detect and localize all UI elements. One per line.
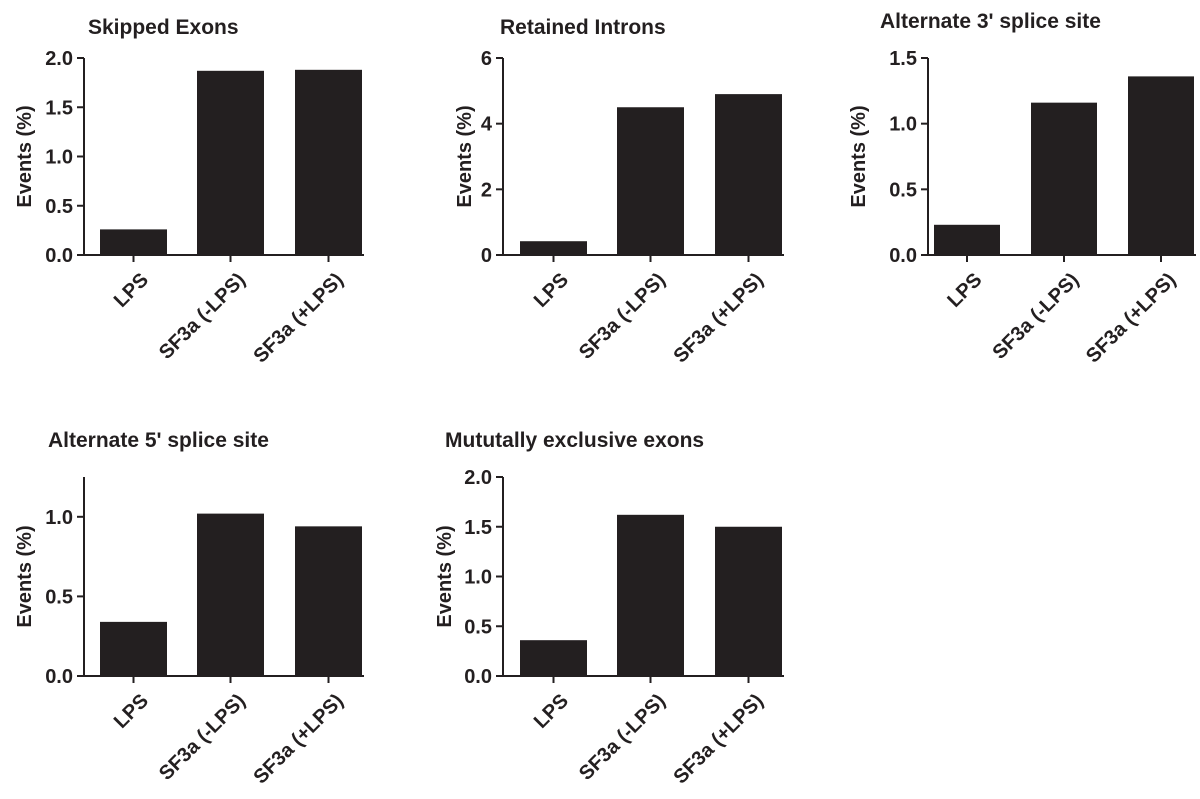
y-tick-label: 0.5 — [889, 179, 917, 201]
bar-3 — [715, 94, 782, 255]
y-tick-label: 1.5 — [464, 517, 492, 539]
bar-2 — [197, 70, 264, 256]
bar-1 — [100, 621, 167, 676]
bar-2 — [1031, 102, 1097, 255]
x-tick-label: LPS — [110, 269, 153, 312]
y-tick-label: 2.0 — [464, 467, 492, 489]
x-tick-label: SF3a (-LPS) — [575, 269, 670, 364]
y-tick-label: 0.0 — [889, 245, 917, 267]
y-tick-label: 1.5 — [889, 48, 917, 70]
bar-2 — [197, 513, 264, 676]
y-axis-label: Events (%) — [14, 525, 36, 627]
y-tick-label: 0 — [481, 245, 492, 267]
x-tick-label: SF3a (-LPS) — [575, 690, 670, 785]
bar-3 — [715, 526, 782, 676]
x-tick-label: SF3a (+LPS) — [669, 269, 767, 367]
y-tick-label: 6 — [481, 48, 492, 70]
y-tick-label: 1.0 — [464, 567, 492, 589]
chart-title: Skipped Exons — [88, 16, 239, 39]
y-axis-label: Events (%) — [434, 525, 456, 627]
chart-panel-1: Skipped Exons Events (%) 0.0 0.5 1.0 1.5 2.0 LP… — [14, 16, 364, 367]
x-tick-label: SF3a (+LPS) — [1082, 269, 1180, 367]
y-tick-label: 0.0 — [464, 666, 492, 688]
bar-1 — [934, 224, 1000, 255]
bar-3 — [295, 69, 362, 255]
y-tick-label: 0.0 — [45, 245, 73, 267]
chart-title: Retained Introns — [500, 16, 666, 39]
x-tick-label: LPS — [530, 269, 573, 312]
bar-1 — [520, 640, 587, 676]
chart-title: Alternate 5' splice site — [48, 429, 269, 452]
bar-3 — [1128, 76, 1194, 256]
y-axis-label: Events (%) — [14, 105, 36, 207]
bar-1 — [520, 241, 587, 255]
y-axis-label: Events (%) — [454, 105, 476, 207]
chart-title: Mututally exclusive exons — [445, 429, 704, 452]
x-tick-label: SF3a (-LPS) — [989, 269, 1084, 364]
x-tick-label: SF3a (+LPS) — [669, 690, 767, 788]
chart-title: Alternate 3' splice site — [880, 10, 1101, 33]
y-tick-label: 4 — [481, 114, 493, 136]
x-tick-label: SF3a (+LPS) — [249, 690, 347, 788]
y-tick-label: 2 — [481, 179, 492, 201]
y-tick-label: 1.0 — [889, 114, 917, 136]
y-tick-label: 0.5 — [45, 196, 73, 218]
bar-3 — [295, 526, 362, 676]
x-tick-label: SF3a (+LPS) — [249, 269, 347, 367]
y-tick-label: 1.5 — [45, 97, 73, 119]
x-tick-label: SF3a (-LPS) — [155, 690, 250, 785]
y-tick-label: 1.0 — [45, 507, 73, 529]
y-tick-label: 1.0 — [45, 147, 73, 169]
chart-panel-3: Alternate 3' splice site Events (%) 0.0 0.5… — [848, 10, 1196, 367]
bar-1 — [100, 229, 167, 255]
y-tick-label: 0.5 — [45, 586, 73, 608]
y-tick-label: 0.5 — [464, 616, 492, 638]
x-tick-label: LPS — [530, 690, 573, 733]
y-axis-label: Events (%) — [848, 105, 870, 207]
x-tick-label: LPS — [110, 690, 153, 733]
y-tick-label: 0.0 — [45, 666, 73, 688]
chart-panel-5: Mututally exclusive exons Events (%) 0.0 0.… — [434, 429, 784, 788]
x-tick-label: SF3a (-LPS) — [155, 269, 250, 364]
x-tick-label: LPS — [943, 269, 986, 312]
bar-2 — [617, 107, 684, 255]
chart-panel-4: Alternate 5' splice site Events (%) 0.0 0.5… — [14, 429, 364, 788]
bar-2 — [617, 514, 684, 676]
chart-panel-2: Retained Introns Events (%) 0 2 4 6 LPS SF3a (-… — [454, 16, 784, 367]
y-tick-label: 2.0 — [45, 48, 73, 70]
